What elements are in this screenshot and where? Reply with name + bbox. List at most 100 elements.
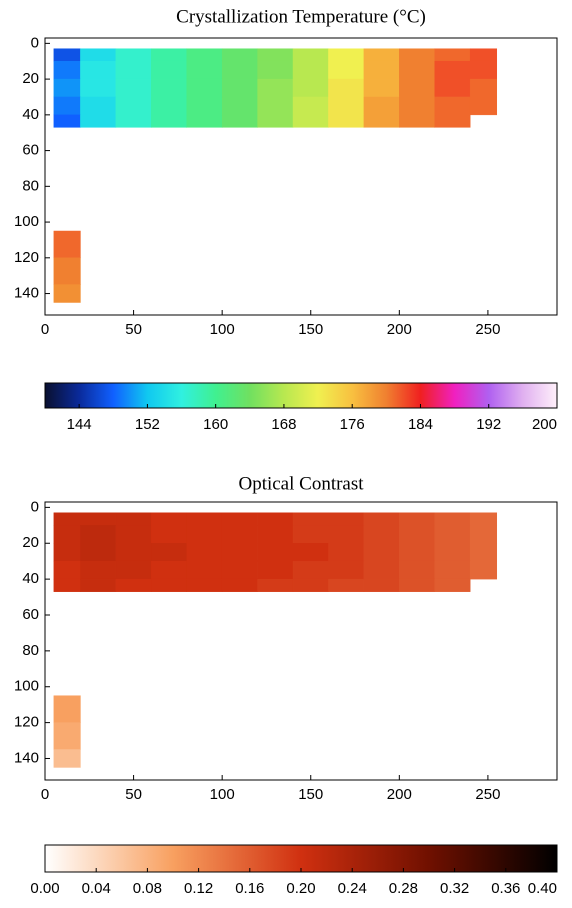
heatmap-cell [258, 513, 293, 526]
heatmap-cell [435, 79, 470, 97]
heatmap-cell [399, 79, 434, 97]
heatmap-cell [470, 525, 497, 543]
heatmap-cell [364, 79, 399, 97]
heatmap-cell [222, 49, 257, 62]
heatmap-cell [399, 97, 434, 115]
x-tick-label: 150 [298, 321, 323, 338]
y-tick-label: 100 [14, 678, 39, 695]
colorbar-tick-label: 0.04 [82, 880, 111, 897]
heatmap-cell [187, 61, 222, 79]
heatmap-cell [293, 543, 328, 561]
heatmap-cell [258, 115, 293, 128]
x-tick-label: 200 [387, 321, 412, 338]
heatmap-cell [470, 61, 497, 79]
heatmap-cell [54, 258, 81, 285]
x-tick-label: 250 [475, 786, 500, 803]
heatmap-cell [54, 525, 81, 543]
colorbar-tick-label: 0.32 [440, 880, 469, 897]
heatmap-cell [399, 513, 434, 526]
heatmap-cell [222, 97, 257, 115]
chart-title: Crystallization Temperature (°C) [176, 6, 426, 27]
heatmap-cell [151, 49, 186, 62]
heatmap-cell [364, 525, 399, 543]
heatmap-cell [116, 79, 151, 97]
heatmap-cell [328, 61, 363, 79]
heatmap-cell [151, 61, 186, 79]
y-tick-label: 20 [22, 70, 39, 87]
colorbar-tick-label: 168 [271, 416, 296, 433]
x-tick-label: 250 [475, 321, 500, 338]
colorbar-tick-label: 200 [532, 416, 557, 433]
heatmap-cell [293, 579, 328, 592]
colorbar-tick-label: 0.36 [491, 880, 520, 897]
heatmap-cell [435, 525, 470, 543]
colorbar [45, 383, 557, 408]
y-tick-label: 60 [22, 142, 39, 159]
heatmap-cell [293, 513, 328, 526]
heatmap-cell [399, 525, 434, 543]
heatmap-cell [293, 561, 328, 579]
y-tick-label: 100 [14, 213, 39, 230]
heatmap-cell [222, 543, 257, 561]
heatmap-cell [328, 79, 363, 97]
heatmap-cell [80, 115, 115, 128]
colorbar-tick-label: 0.24 [338, 880, 367, 897]
heatmap-cell [54, 115, 81, 128]
y-tick-label: 0 [31, 34, 39, 51]
heatmap-cell [54, 750, 81, 768]
heatmap-cell [435, 97, 470, 115]
heatmap-cell [293, 79, 328, 97]
heatmap-cell [435, 561, 470, 579]
heatmap-cell [399, 61, 434, 79]
colorbar-tick-label: 192 [476, 416, 501, 433]
heatmap-cell [80, 579, 115, 592]
colorbar-tick-label: 0.16 [235, 880, 264, 897]
heatmap-cell [151, 115, 186, 128]
heatmap-cell [364, 513, 399, 526]
heatmap-cell [151, 525, 186, 543]
colorbar-tick-label: 0.08 [133, 880, 162, 897]
heatmap-cell [258, 79, 293, 97]
y-tick-label: 0 [31, 498, 39, 515]
heatmap-cell [364, 561, 399, 579]
heatmap-cell [328, 49, 363, 62]
heatmap-cell [364, 49, 399, 62]
heatmap-cell [80, 561, 115, 579]
x-tick-label: 0 [41, 786, 49, 803]
y-tick-label: 140 [14, 285, 39, 302]
y-tick-label: 120 [14, 249, 39, 266]
heatmap-cell [258, 543, 293, 561]
heatmap-cell [80, 525, 115, 543]
heatmap-cell [328, 525, 363, 543]
heatmap-cell [54, 97, 81, 115]
y-tick-label: 40 [22, 106, 39, 123]
heatmap-cell [399, 115, 434, 128]
heatmap-cell [258, 97, 293, 115]
heatmap-cell [54, 723, 81, 750]
colorbar-tick-label: 0.28 [389, 880, 418, 897]
heatmap-cell [222, 79, 257, 97]
heatmap-cell [116, 561, 151, 579]
y-tick-label: 80 [22, 642, 39, 659]
heatmap-cell [187, 97, 222, 115]
x-tick-label: 150 [298, 786, 323, 803]
heatmap-cell [187, 561, 222, 579]
heatmap-cell [116, 97, 151, 115]
colorbar-tick-label: 0.40 [528, 880, 557, 897]
heatmap-cell [54, 79, 81, 97]
heatmap-cell [187, 115, 222, 128]
x-tick-label: 50 [125, 321, 142, 338]
colorbar [45, 845, 557, 872]
heatmap-cell [151, 579, 186, 592]
colorbar-tick-label: 0.12 [184, 880, 213, 897]
heatmap-cell [222, 61, 257, 79]
heatmap-cell [328, 579, 363, 592]
heatmap-cell [54, 49, 81, 62]
heatmap-cell [54, 513, 81, 526]
heatmap-cell [435, 579, 470, 592]
heatmap-cell [54, 61, 81, 79]
colorbar-tick-label: 152 [135, 416, 160, 433]
heatmap-cell [222, 525, 257, 543]
y-tick-label: 80 [22, 177, 39, 194]
